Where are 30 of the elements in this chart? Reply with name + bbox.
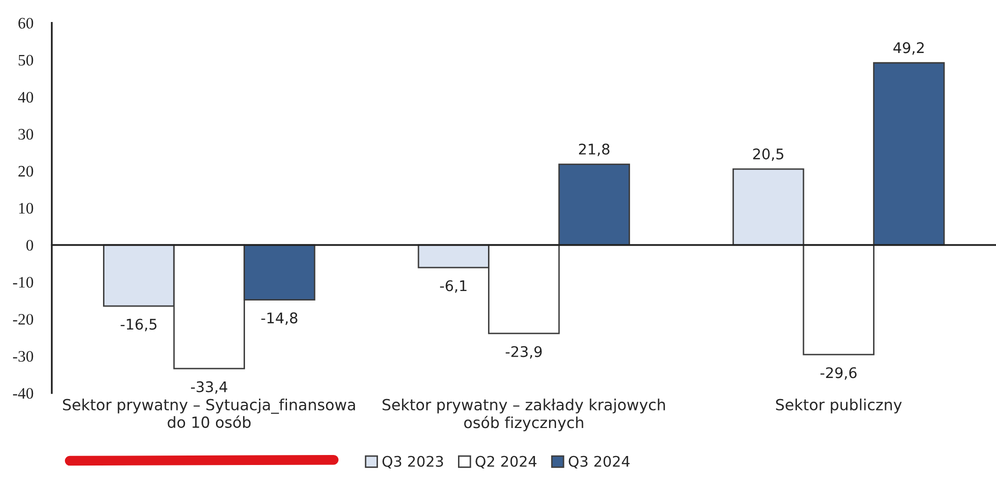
legend-label: Q2 2024 xyxy=(476,456,536,469)
y-tick-label: 40 xyxy=(18,92,34,103)
data-label: -29,6 xyxy=(820,367,857,380)
y-tick-label: 30 xyxy=(18,128,34,140)
legend-label: Q3 2023 xyxy=(382,456,443,469)
bar xyxy=(732,168,804,246)
x-tick-label: Sektor prywatny – zakłady krajowych osób fizycznych xyxy=(382,398,665,432)
data-label: -16,5 xyxy=(120,318,156,332)
x-tick-label: Sektor prywatny – Sytuacja_finansowa do 10 osób xyxy=(63,398,355,428)
data-label: 20,5 xyxy=(753,148,784,161)
data-label: -33,4 xyxy=(191,381,228,394)
bar xyxy=(873,62,945,246)
y-tick-label: 50 xyxy=(18,54,34,66)
y-tick-label: -10 xyxy=(13,276,34,288)
data-label: -14,8 xyxy=(261,312,298,325)
y-tick-label: -30 xyxy=(13,350,34,362)
y-tick-label: 10 xyxy=(19,202,34,214)
data-label: 21,8 xyxy=(579,144,610,156)
data-label: -23,9 xyxy=(506,346,542,359)
y-tick-label: 60 xyxy=(18,18,34,29)
y-tick-label: -40 xyxy=(13,388,34,399)
y-tick-label: -20 xyxy=(13,314,34,325)
y-tick-label: 0 xyxy=(26,240,34,251)
bar xyxy=(802,244,874,356)
data-label: -6,1 xyxy=(440,280,466,293)
legend-label: Q3 2024 xyxy=(568,456,630,469)
bar xyxy=(558,164,630,246)
x-tick-label: Sektor publiczny xyxy=(776,398,902,414)
y-tick-label: 20 xyxy=(18,166,34,177)
data-label: 49,2 xyxy=(893,42,924,55)
